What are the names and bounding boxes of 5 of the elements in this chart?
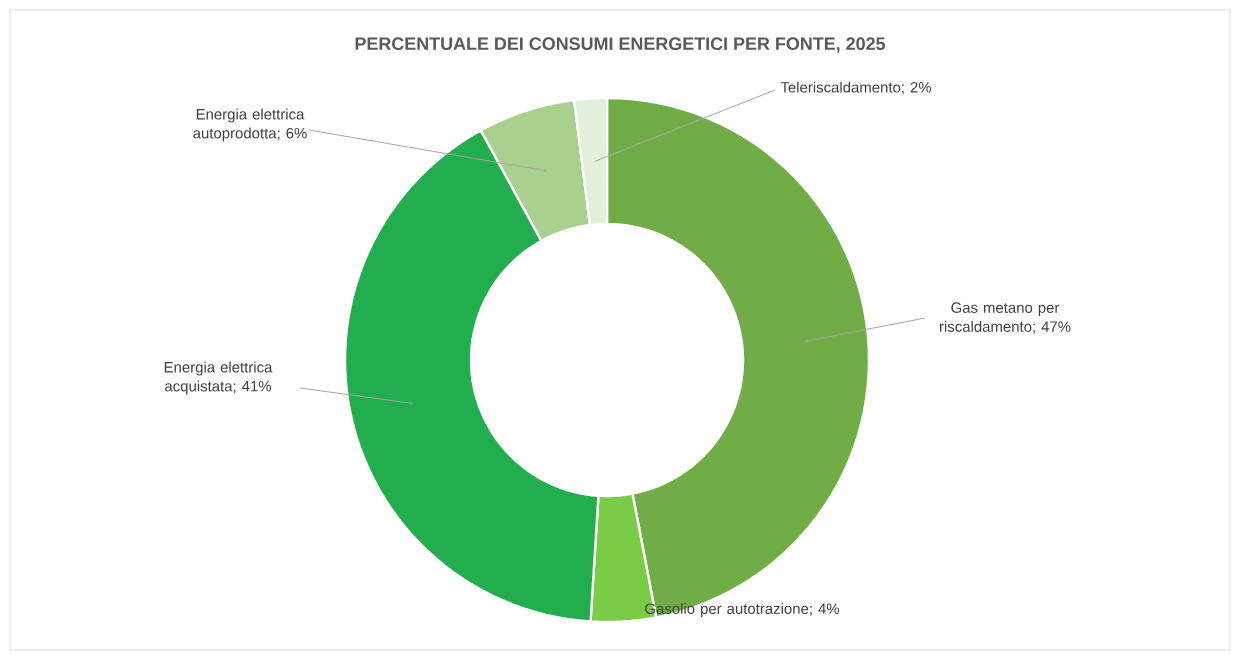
slice-label: Gas metano per riscaldamento; 47%	[939, 302, 1071, 334]
chart-title: PERCENTUALE DEI CONSUMI ENERGETICI PER FONTE, 2025	[355, 37, 886, 53]
slice-label: Teleriscaldamento; 2%	[780, 81, 932, 95]
slice-label: Energia elettrica acquistata; 41%	[164, 361, 273, 395]
slice-label: Energia elettrica autoprodotta; 6%	[193, 108, 307, 142]
